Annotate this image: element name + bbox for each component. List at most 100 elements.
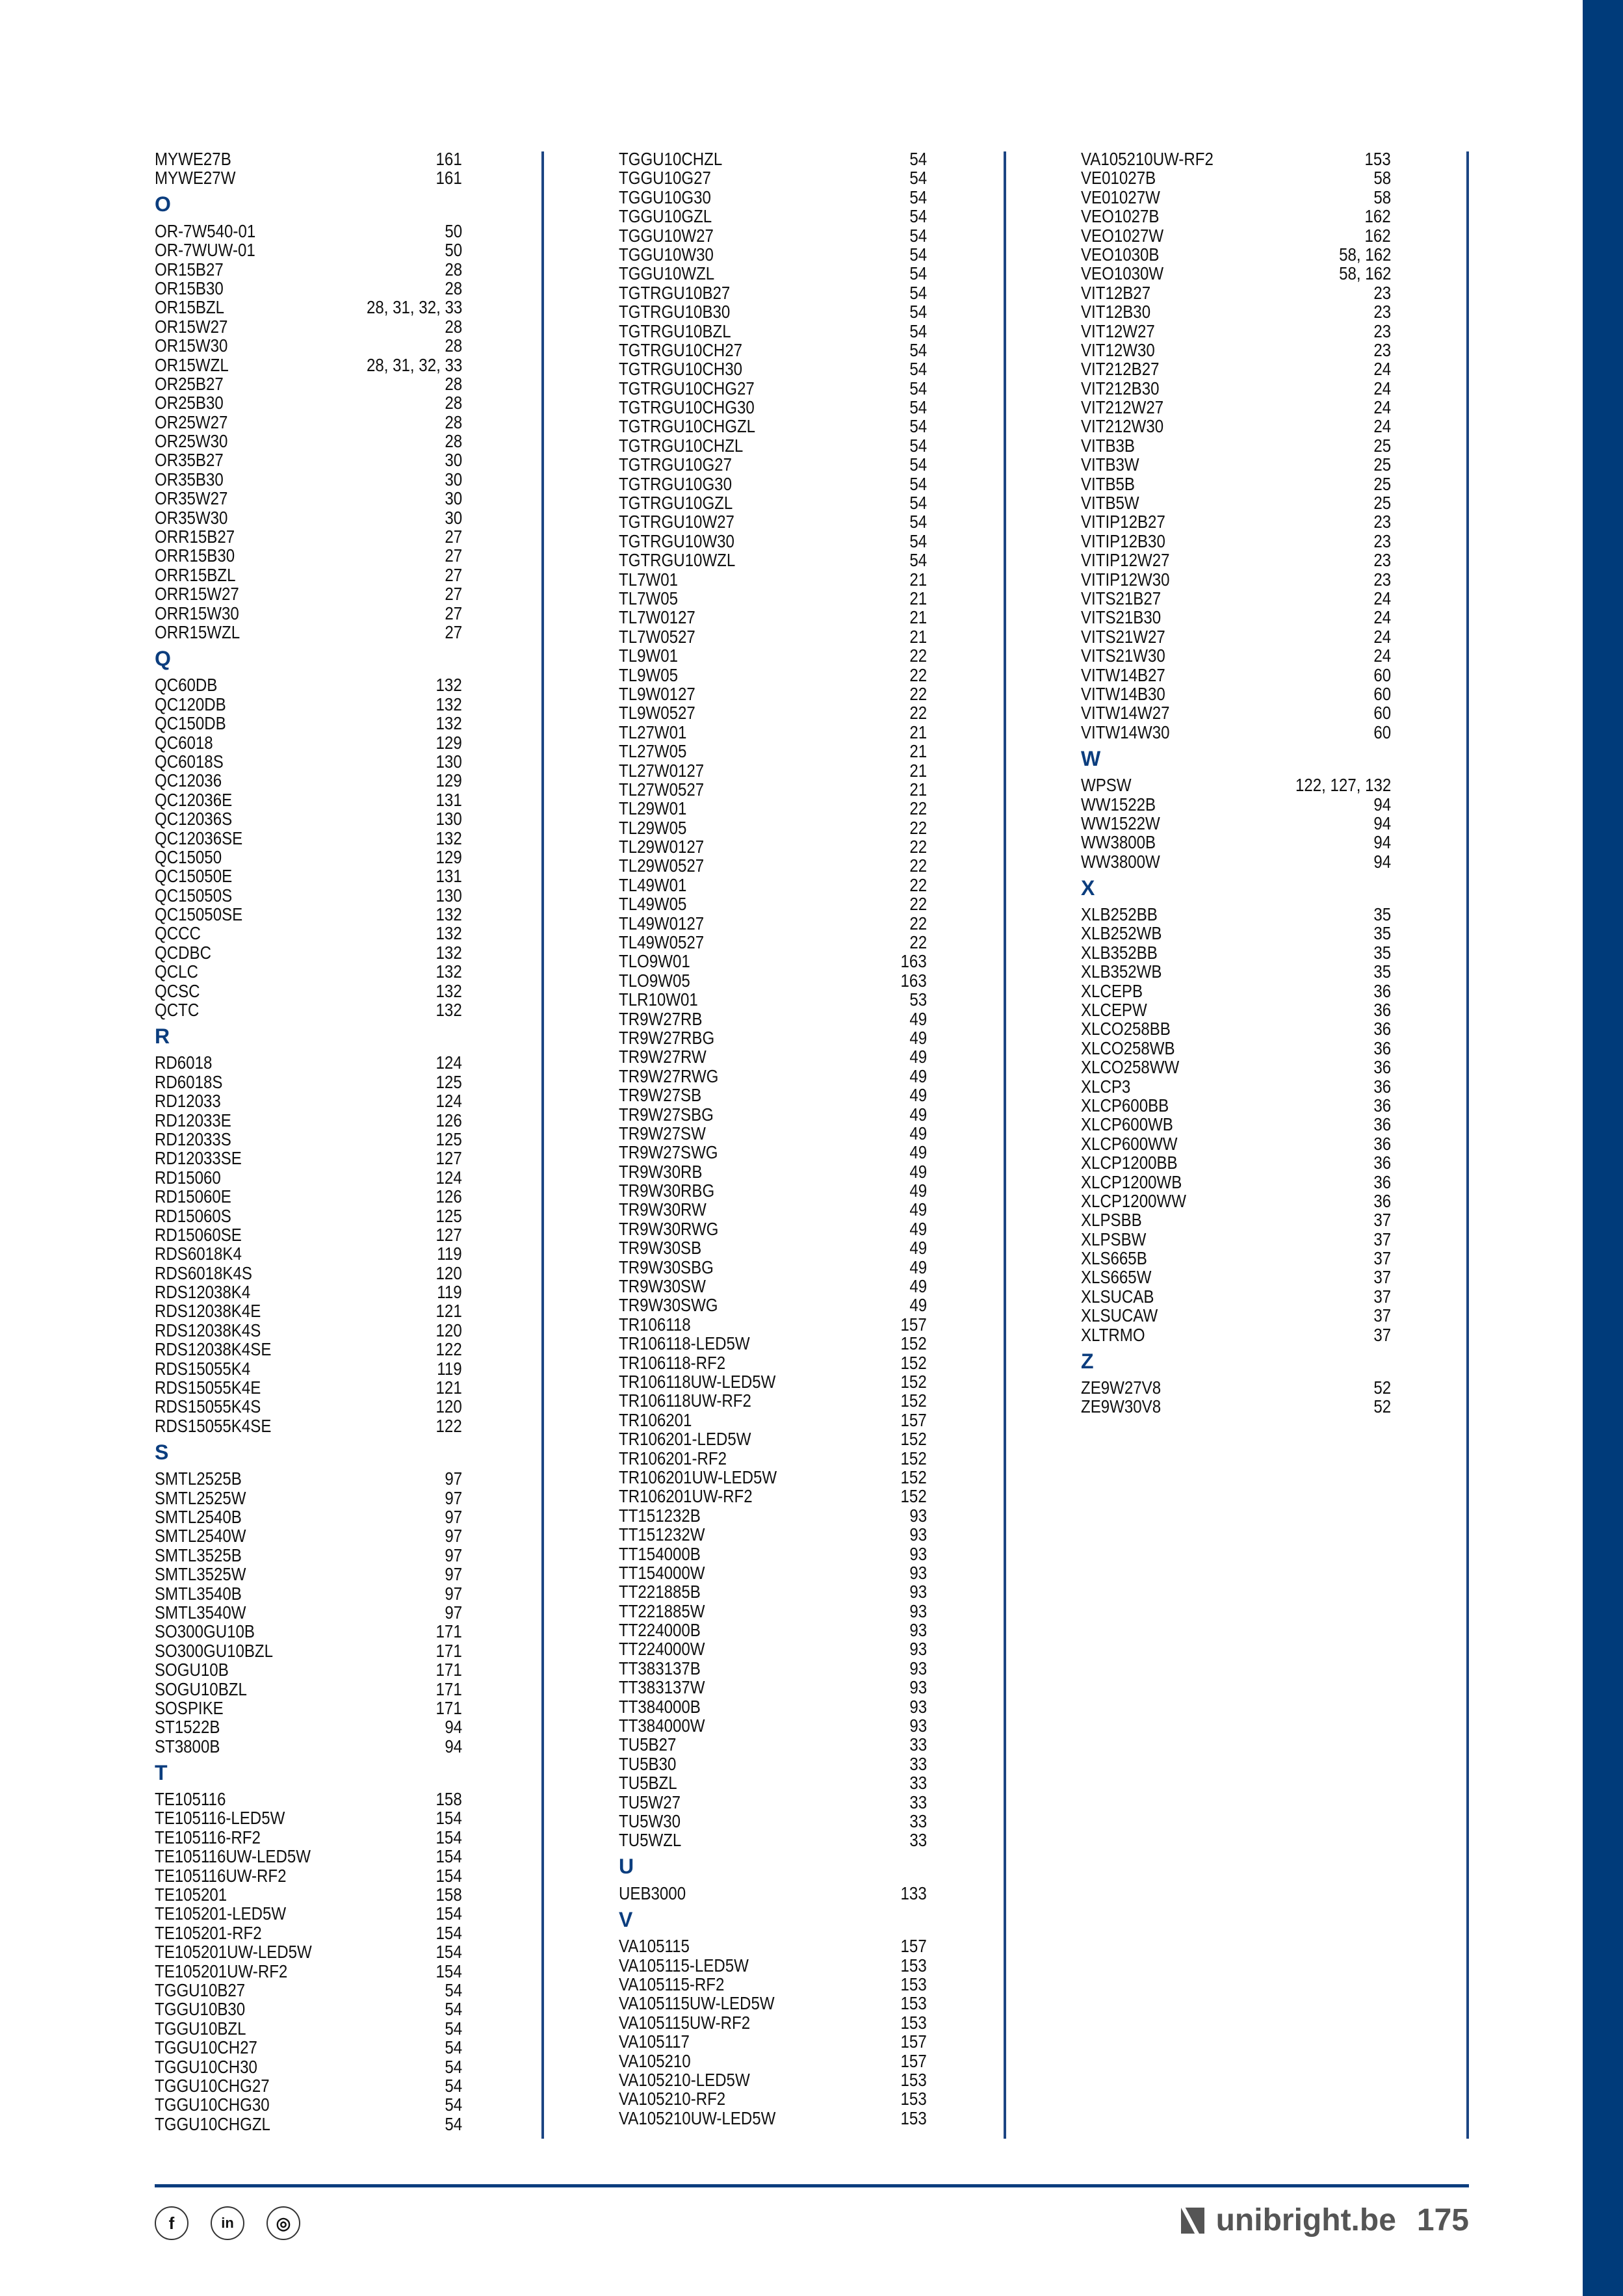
page-reference[interactable]: 22	[909, 894, 927, 915]
page-reference[interactable]: 37	[1373, 1305, 1391, 1326]
page-reference[interactable]: 49	[909, 1218, 927, 1239]
page-reference[interactable]: 54	[909, 454, 927, 475]
page-reference[interactable]: 132	[435, 942, 462, 963]
page-reference[interactable]: 94	[1373, 851, 1391, 872]
page-reference[interactable]: 49	[909, 1104, 927, 1125]
page-reference[interactable]: 33	[909, 1773, 927, 1794]
page-reference[interactable]: 52	[1373, 1396, 1391, 1417]
page-reference[interactable]: 54	[909, 225, 927, 246]
page-reference[interactable]: 93	[909, 1677, 927, 1698]
page-reference[interactable]: 54	[909, 512, 927, 532]
page-reference[interactable]: 49	[909, 1181, 927, 1201]
page-reference[interactable]: 28	[445, 278, 462, 298]
page-reference[interactable]: 93	[909, 1620, 927, 1641]
page-reference[interactable]: 54	[909, 320, 927, 341]
page-reference[interactable]: 93	[909, 1658, 927, 1678]
page-reference[interactable]: 120	[435, 1396, 462, 1417]
page-reference[interactable]: 33	[909, 1810, 927, 1831]
page-reference[interactable]: 94	[445, 1736, 462, 1756]
page-reference[interactable]: 35	[1373, 942, 1391, 963]
page-reference[interactable]: 30	[445, 450, 462, 471]
page-reference[interactable]: 154	[435, 1827, 462, 1847]
page-reference[interactable]: 133	[900, 1883, 927, 1903]
page-reference[interactable]: 162	[1364, 225, 1391, 246]
page-reference[interactable]: 152	[900, 1390, 927, 1411]
page-reference[interactable]: 130	[435, 751, 462, 772]
page-reference[interactable]: 126	[435, 1186, 462, 1207]
page-reference[interactable]: 54	[909, 302, 927, 322]
page-reference[interactable]: 37	[1373, 1229, 1391, 1249]
page-reference[interactable]: 152	[900, 1429, 927, 1450]
page-reference[interactable]: 157	[900, 1314, 927, 1335]
page-reference[interactable]: 93	[909, 1524, 927, 1545]
page-reference[interactable]: 60	[1373, 722, 1391, 742]
page-reference[interactable]: 54	[445, 2094, 462, 2115]
page-reference[interactable]: 153	[900, 2069, 927, 2090]
page-reference[interactable]: 37	[1373, 1324, 1391, 1345]
page-reference[interactable]: 53	[909, 989, 927, 1010]
page-reference[interactable]: 24	[1373, 646, 1391, 666]
page-reference[interactable]: 152	[900, 1448, 927, 1468]
page-reference[interactable]: 127	[435, 1148, 462, 1169]
page-reference[interactable]: 54	[909, 493, 927, 514]
page-reference[interactable]: 49	[909, 1008, 927, 1029]
page-reference[interactable]: 58, 162	[1338, 244, 1391, 265]
page-reference[interactable]: 153	[1364, 149, 1391, 169]
page-reference[interactable]: 36	[1373, 1095, 1391, 1115]
page-reference[interactable]: 37	[1373, 1267, 1391, 1288]
page-reference[interactable]: 132	[435, 694, 462, 714]
page-reference[interactable]: 49	[909, 1065, 927, 1086]
page-reference[interactable]: 97	[445, 1507, 462, 1527]
page-reference[interactable]: 60	[1373, 683, 1391, 704]
page-reference[interactable]: 25	[1373, 435, 1391, 456]
page-reference[interactable]: 37	[1373, 1210, 1391, 1231]
page-reference[interactable]: 162	[1364, 206, 1391, 227]
page-reference[interactable]: 23	[1373, 569, 1391, 590]
page-reference[interactable]: 27	[445, 603, 462, 623]
page-reference[interactable]: 54	[909, 187, 927, 207]
page-reference[interactable]: 54	[445, 1999, 462, 2020]
page-reference[interactable]: 54	[445, 2018, 462, 2039]
page-reference[interactable]: 25	[1373, 454, 1391, 475]
page-reference[interactable]: 49	[909, 1199, 927, 1220]
page-reference[interactable]: 24	[1373, 378, 1391, 398]
page-reference[interactable]: 163	[900, 951, 927, 972]
page-reference[interactable]: 30	[445, 469, 462, 489]
page-reference[interactable]: 54	[445, 2113, 462, 2134]
page-reference[interactable]: 131	[435, 866, 462, 887]
page-reference[interactable]: 161	[435, 149, 462, 169]
page-reference[interactable]: 97	[445, 1564, 462, 1585]
page-reference[interactable]: 154	[435, 1942, 462, 1963]
page-reference[interactable]: 163	[900, 970, 927, 991]
page-reference[interactable]: 93	[909, 1715, 927, 1736]
page-reference[interactable]: 54	[445, 2056, 462, 2077]
page-reference[interactable]: 36	[1373, 1037, 1391, 1058]
page-reference[interactable]: 35	[1373, 961, 1391, 982]
page-reference[interactable]: 54	[909, 416, 927, 437]
linkedin-icon[interactable]: in	[211, 2206, 244, 2240]
page-reference[interactable]: 49	[909, 1142, 927, 1163]
page-reference[interactable]: 129	[435, 770, 462, 791]
page-reference[interactable]: 21	[909, 607, 927, 628]
page-reference[interactable]: 37	[1373, 1286, 1391, 1307]
page-reference[interactable]: 23	[1373, 339, 1391, 360]
page-reference[interactable]: 22	[909, 913, 927, 933]
page-reference[interactable]: 49	[909, 1295, 927, 1316]
page-reference[interactable]: 21	[909, 779, 927, 800]
page-reference[interactable]: 93	[909, 1582, 927, 1602]
page-reference[interactable]: 36	[1373, 1133, 1391, 1154]
page-reference[interactable]: 28	[445, 335, 462, 356]
page-reference[interactable]: 49	[909, 1085, 927, 1106]
page-reference[interactable]: 21	[909, 741, 927, 762]
page-reference[interactable]: 97	[445, 1602, 462, 1623]
page-reference[interactable]: 93	[909, 1639, 927, 1660]
page-reference[interactable]: 49	[909, 1123, 927, 1143]
page-reference[interactable]: 50	[445, 240, 462, 261]
page-reference[interactable]: 36	[1373, 1000, 1391, 1021]
page-reference[interactable]: 54	[909, 359, 927, 380]
page-reference[interactable]: 54	[909, 339, 927, 360]
page-reference[interactable]: 22	[909, 683, 927, 704]
page-reference[interactable]: 22	[909, 855, 927, 876]
page-reference[interactable]: 152	[900, 1467, 927, 1487]
facebook-icon[interactable]: f	[155, 2206, 188, 2240]
